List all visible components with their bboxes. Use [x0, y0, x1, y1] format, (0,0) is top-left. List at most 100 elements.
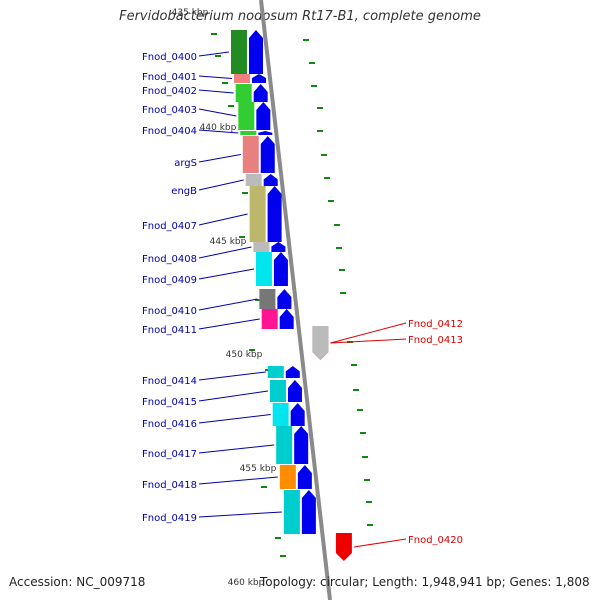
gene-leader-line [198, 108, 237, 117]
gene-labels: Fnod_0400 Fnod_0401 Fnod_0402 Fnod_0403 Fnod… [142, 51, 463, 548]
gene-fnod_0410 [259, 289, 292, 309]
gene-leader-line [198, 318, 260, 330]
gene-box [261, 309, 278, 329]
gene-arrow [285, 366, 300, 378]
gene-fnod_0411 [261, 309, 294, 329]
gene-fnod_0414 [267, 366, 300, 378]
gene-fnod_0419 [283, 490, 316, 534]
gene-leader-line [198, 213, 248, 226]
gene-fnod_0415 [269, 380, 302, 402]
accession-text: Accession: NC_009718 [9, 575, 146, 589]
gene-arrow [267, 186, 282, 242]
gene-box [283, 490, 300, 534]
gene-label: argS [174, 158, 197, 169]
gene-arrow [279, 309, 294, 329]
gene-label: Fnod_0410 [142, 306, 197, 317]
genome-title: Fervidobacterium nodosum Rt17-B1, comple… [119, 9, 481, 24]
scale-ticks: 435 kbp 440 kbp 445 kbp 450 kbp 455 kbp 460 k… [172, 8, 277, 588]
gene-arrow [335, 533, 352, 561]
gene-box [259, 289, 276, 309]
gene-box [245, 174, 262, 186]
gene-box [255, 252, 272, 286]
gene-track [230, 30, 352, 561]
gene-leader-line [198, 179, 244, 191]
gene-box [238, 102, 255, 130]
gene-fnod_0420 [335, 533, 352, 561]
gene-fnod_0407 [249, 186, 282, 242]
gene-arrow [297, 465, 312, 489]
gene-label: engB [171, 186, 197, 197]
gene-leader-line [353, 538, 407, 548]
scale-tick-label: 455 kbp [240, 464, 277, 474]
scale-tick-label: 440 kbp [200, 123, 237, 133]
gene-box [267, 366, 284, 378]
gene-box [235, 84, 252, 102]
gene-fnod_0402 [235, 84, 268, 102]
gene-label: Fnod_0419 [142, 513, 197, 524]
gene-engb [245, 174, 278, 186]
gene-label: Fnod_0402 [142, 86, 197, 97]
scale-tick-label: 460 kbp [228, 578, 265, 588]
gene-leader-line [198, 154, 241, 163]
gene-fnod_0409 [255, 252, 288, 286]
gene-label: Fnod_0415 [142, 397, 197, 408]
gene-leader-line [198, 51, 230, 57]
gene-leader-line [198, 476, 278, 485]
gene-leader-line [198, 298, 258, 311]
gene-leader-line [198, 89, 234, 94]
gene-label: Fnod_0409 [142, 275, 197, 286]
gene-arrow [273, 252, 288, 286]
gene-arrow [252, 74, 267, 83]
gene-arrow [258, 131, 273, 135]
gene-label: Fnod_0413 [408, 335, 463, 346]
gene-arrow [277, 289, 292, 309]
gene-label: Fnod_0408 [142, 254, 197, 265]
gene-label: Fnod_0418 [142, 480, 197, 491]
gene-fnod_0413 [312, 326, 329, 360]
gene-arrow [312, 326, 329, 360]
gene-arrow [256, 102, 271, 130]
gene-arrow [294, 426, 309, 464]
gene-arrow [301, 490, 316, 534]
gene-box [279, 465, 296, 489]
gene-leader-line [198, 246, 252, 259]
gene-label: Fnod_0401 [142, 72, 197, 83]
gene-leader-line [198, 268, 255, 280]
gene-label: Fnod_0403 [142, 105, 197, 116]
gene-leader-line [198, 444, 275, 454]
gene-arrow [253, 84, 268, 102]
gene-fnod_0408 [253, 242, 286, 252]
gene-fnod_0418 [279, 465, 312, 489]
gene-fnod_0404 [240, 131, 273, 135]
gene-box [242, 136, 259, 173]
gene-label: Fnod_0404 [142, 126, 197, 137]
genome-summary: Topology: circular; Length: 1,948,941 bp… [260, 575, 590, 589]
gene-box [249, 186, 266, 242]
gene-box [230, 30, 247, 74]
gene-fnod_0400 [230, 30, 263, 74]
gene-arrow [263, 174, 278, 186]
gene-leader-line [330, 338, 407, 344]
gene-label: Fnod_0400 [142, 52, 197, 63]
scale-tick-label: 450 kbp [226, 350, 263, 360]
gene-label: Fnod_0412 [408, 319, 463, 330]
genome-backbone [259, 0, 332, 600]
gene-label: Fnod_0417 [142, 449, 197, 460]
backbone-line [259, 0, 332, 600]
gene-label: Fnod_0420 [408, 535, 463, 546]
gene-box [234, 74, 251, 83]
gene-label: Fnod_0411 [142, 325, 197, 336]
gene-box [240, 131, 257, 135]
gene-leader-line [198, 371, 266, 381]
gene-leader-line [198, 390, 269, 402]
gene-arrow [287, 380, 302, 402]
gene-label: Fnod_0414 [142, 376, 197, 387]
gene-box [272, 403, 289, 426]
scale-tick-label: 445 kbp [210, 237, 247, 247]
gene-fnod_0416 [272, 403, 305, 426]
gene-leader-line [198, 129, 239, 134]
gene-label: Fnod_0407 [142, 221, 197, 232]
gene-label: Fnod_0416 [142, 419, 197, 430]
gene-fnod_0403 [238, 102, 271, 130]
